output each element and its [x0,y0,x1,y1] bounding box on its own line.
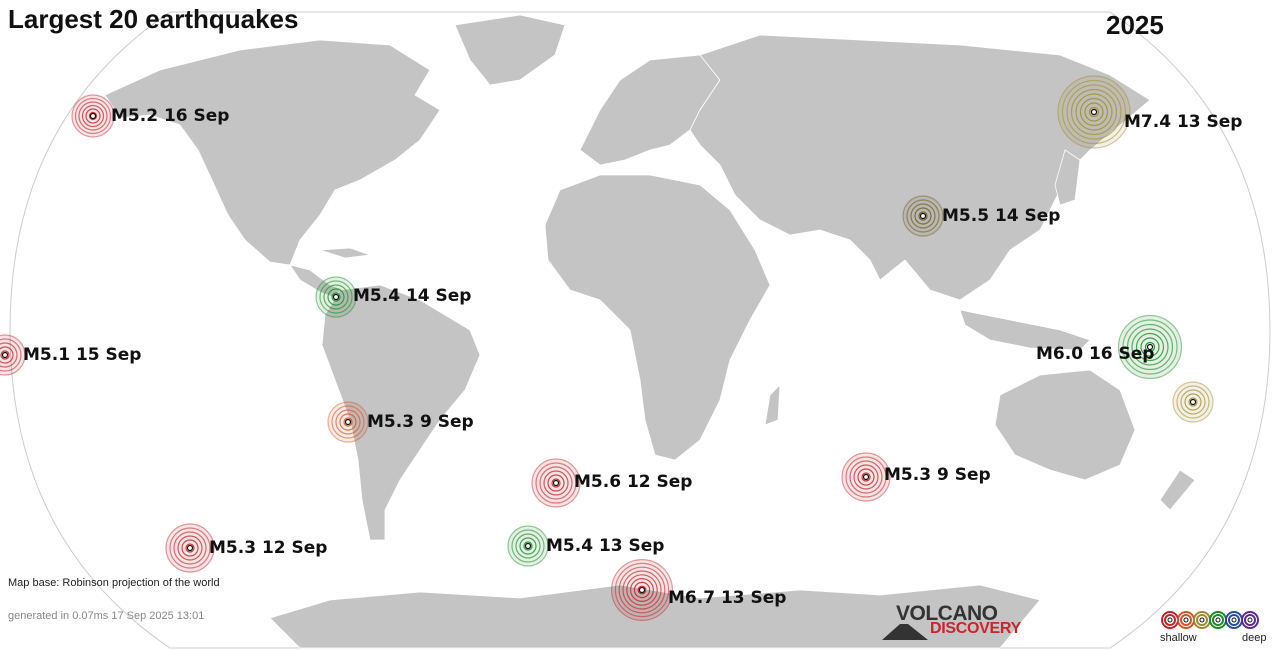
legend-ring [1164,614,1176,626]
legend-shallow-label: shallow [1160,632,1197,644]
earthquake-marker[interactable] [1172,381,1214,423]
africa [544,174,771,461]
earthquake-marker[interactable] [531,458,581,508]
caribbean [319,247,371,259]
asia [689,34,1151,301]
earthquake-label[interactable]: M6.0 16 Sep [1036,344,1155,364]
new-zealand [1159,469,1196,511]
map-title: Largest 20 earthquakes [8,4,299,34]
legend-deep-label: deep [1242,632,1267,644]
map-year: 2025 [1106,10,1164,40]
depth-legend: shallow deep [1160,610,1270,646]
legend-ring [1215,617,1221,623]
depth-legend-rings [1161,611,1259,629]
earthquake-label[interactable]: M7.4 13 Sep [1124,112,1243,132]
legend-ring [1241,611,1259,629]
earthquake-label[interactable]: M5.2 16 Sep [111,106,230,126]
earthquake-markers [0,75,1214,621]
south-america [321,284,481,541]
australia [994,369,1136,481]
earthquake-marker[interactable] [1057,75,1131,149]
earthquake-label[interactable]: M5.4 13 Sep [546,536,665,556]
earthquake-marker[interactable] [841,452,891,502]
logo-line-2: DISCOVERY [930,620,1021,637]
logo-line-1: VOLCANO [896,602,998,625]
earthquake-marker[interactable] [71,94,115,138]
earthquake-label[interactable]: M5.1 15 Sep [23,345,142,365]
legend-ring [1212,614,1224,626]
legend-ring [1196,614,1208,626]
indonesia [959,309,1091,351]
earthquake-marker[interactable] [315,276,357,318]
legend-ring [1183,617,1189,623]
japan [1054,149,1081,206]
earthquake-marker[interactable] [0,334,26,376]
earthquake-marker[interactable] [165,523,215,573]
earthquake-marker[interactable] [902,195,944,237]
earthquake-label[interactable]: M5.5 14 Sep [942,206,1061,226]
volcanodiscovery-logo[interactable]: VOLCANO DISCOVERY [882,602,1042,642]
earthquake-marker[interactable] [507,525,549,567]
volcano-icon [882,624,928,640]
land-masses [104,14,1196,649]
earthquake-label[interactable]: M5.6 12 Sep [574,472,693,492]
legend-ring [1167,617,1173,623]
madagascar [764,383,781,426]
earthquake-label[interactable]: M5.4 14 Sep [353,286,472,306]
legend-ring [1231,617,1237,623]
north-america [104,39,441,266]
earthquake-label[interactable]: M5.3 9 Sep [367,412,474,432]
earthquake-marker[interactable] [1117,314,1183,380]
earthquake-label[interactable]: M6.7 13 Sep [668,588,787,608]
legend-ring [1199,617,1205,623]
earthquake-marker[interactable] [327,401,369,443]
legend-ring [1228,614,1240,626]
legend-ring [1244,614,1256,626]
legend-ring [1247,617,1253,623]
greenland [454,14,566,86]
earthquake-label[interactable]: M5.3 9 Sep [884,465,991,485]
generated-note: generated in 0.07ms 17 Sep 2025 13:01 [8,610,205,622]
map-base-note: Map base: Robinson projection of the wor… [8,577,220,589]
earthquake-label[interactable]: M5.3 12 Sep [209,538,328,558]
earthquake-marker[interactable] [610,558,673,621]
legend-ring [1180,614,1192,626]
antarctica [269,584,1041,649]
